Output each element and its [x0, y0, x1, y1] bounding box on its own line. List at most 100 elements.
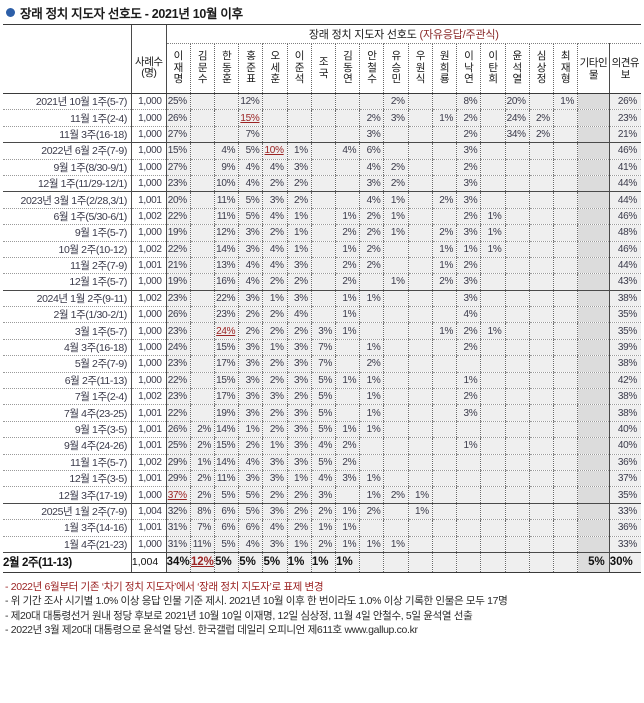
cell-other-person [577, 126, 610, 144]
cell-ahn_cs: 2% [359, 109, 384, 127]
cell-cho_k: 3% [310, 486, 336, 504]
cell-lee_jm: 23% [165, 322, 191, 340]
table-row: 10월 2주(10-12) 1,002 22% 14% 3% 4% 1% 1% 2% 1% 1% 1%… [3, 241, 641, 258]
cell-han_dh: 11% [214, 470, 239, 488]
row-sample-size: 1,000 [130, 306, 167, 324]
cell-shim_sj [528, 322, 554, 340]
cell-ahn_cs [359, 551, 384, 573]
cell-yoon_sy [504, 551, 530, 573]
cell-cho_k [310, 241, 336, 258]
cell-lee_ny: 2% [456, 388, 481, 406]
cell-choi_jh [552, 355, 578, 373]
cell-choi_jh [552, 241, 578, 258]
cell-choi_jh [552, 290, 578, 308]
cell-won_hr [431, 454, 457, 471]
table-row: 12월 1주(5-7) 1,000 19% 16% 4% 2% 2% 2% 1% 2% 3% 43% [3, 273, 641, 291]
cell-kim_ms [189, 339, 215, 357]
cell-lee_ny: 1% [456, 372, 481, 390]
cell-kim_dy [335, 388, 360, 406]
row-period-label: 2023년 3월 1주(2/28,3/1) [3, 191, 132, 209]
cell-kim_dy: 1% [335, 306, 360, 324]
cell-woo_ws [407, 306, 433, 324]
cell-han_dh: 11% [214, 208, 239, 226]
row-period-label: 1월 4주(21-23) [3, 536, 132, 553]
cell-lee_js [286, 109, 312, 127]
cell-yoon_sy [504, 273, 530, 291]
table-row: 9월 4주(24-26) 1,001 25% 2% 15% 2% 1% 3% 4% 2% 1% 40% [3, 437, 641, 455]
cell-other-person [577, 109, 610, 127]
cell-oh_sh [262, 126, 288, 144]
cell-other-person [577, 437, 610, 455]
cell-lee_js: 1% [286, 551, 312, 573]
cell-yoon_sy [504, 306, 530, 324]
cell-other-person [577, 404, 610, 422]
cell-won_hr: 2% [431, 273, 457, 291]
cell-shim_sj [528, 355, 554, 373]
cell-lee_ny: 2% [456, 126, 481, 144]
cell-shim_sj [528, 388, 554, 406]
cell-shim_sj [528, 306, 554, 324]
cell-lee_ny: 2% [456, 257, 481, 275]
cell-han_dh [214, 109, 239, 127]
cell-lee_th [480, 388, 505, 406]
cell-no-answer: 26% [608, 93, 641, 111]
header-other-person: 기타인물 [577, 43, 610, 94]
header-group-title: 장래 정치 지도자 선호도 (자유응답/주관식) [165, 24, 641, 44]
cell-lee_th [480, 159, 505, 176]
cell-lee_th [480, 257, 505, 275]
cell-ahn_cs: 1% [359, 470, 384, 488]
cell-lee_jm: 26% [165, 306, 191, 324]
cell-choi_jh [552, 191, 578, 209]
cell-ahn_cs [359, 93, 384, 111]
cell-cho_k: 1% [310, 519, 336, 537]
cell-shim_sj [528, 142, 554, 160]
cell-kim_ms [189, 109, 215, 127]
cell-kim_dy: 1% [335, 372, 360, 390]
cell-han_dh: 15% [214, 339, 239, 357]
cell-no-answer: 33% [608, 503, 641, 521]
cell-lee_th [480, 454, 505, 471]
cell-choi_jh [552, 175, 578, 193]
table-row: 7월 1주(2-4) 1,002 23% 17% 3% 3% 2% 5% 1% 2% 38% [3, 388, 641, 406]
cell-won_hr [431, 93, 457, 111]
cell-choi_jh [552, 159, 578, 176]
cell-hong_jp: 6% [238, 519, 263, 537]
row-period-label: 11월 2주(7-9) [3, 257, 132, 275]
cell-han_dh: 5% [214, 486, 239, 504]
cell-lee_jm: 19% [165, 224, 191, 242]
cell-ahn_cs [359, 519, 384, 537]
cell-cho_k: 2% [310, 503, 336, 521]
cell-lee_js: 2% [286, 322, 312, 340]
cell-yoo_sm [383, 306, 409, 324]
cell-oh_sh [262, 109, 288, 127]
cell-woo_ws [407, 355, 433, 373]
row-period-label: 2025년 1월 2주(7-9) [3, 503, 132, 521]
cell-ahn_cs: 2% [359, 355, 384, 373]
cell-yoo_sm [383, 142, 409, 160]
peak-value: 37% [167, 489, 187, 501]
table-row: 5월 2주(7-9) 1,000 23% 17% 3% 2% 3% 7% 2% 38% [3, 355, 641, 373]
cell-yoon_sy [504, 175, 530, 193]
row-sample-size: 1,002 [130, 388, 167, 406]
cell-yoon_sy [504, 339, 530, 357]
cell-cho_k: 5% [310, 372, 336, 390]
cell-choi_jh [552, 224, 578, 242]
cell-lee_js: 3% [286, 421, 312, 439]
cell-hong_jp: 3% [238, 290, 263, 308]
header-sample-size: 사례수(명) [130, 43, 167, 94]
cell-lee_js: 1% [286, 208, 312, 226]
cell-lee_ny: 3% [456, 290, 481, 308]
cell-hong_jp: 2% [238, 322, 263, 340]
cell-kim_dy: 2% [335, 454, 360, 471]
summary-row: 2월 2주(11-13) 1,004 34% 12% 5% 5% 5% 1% 1% 1% 5% 30% [3, 551, 641, 573]
cell-no-answer: 48% [608, 224, 641, 242]
cell-yoo_sm [383, 126, 409, 144]
cell-lee_js: 1% [286, 224, 312, 242]
sample-header-line1: 사례수 [135, 55, 163, 68]
cell-other-person [577, 388, 610, 406]
cell-ahn_cs: 1% [359, 290, 384, 308]
cell-lee_ny: 3% [456, 273, 481, 291]
cell-yoon_sy [504, 191, 530, 209]
